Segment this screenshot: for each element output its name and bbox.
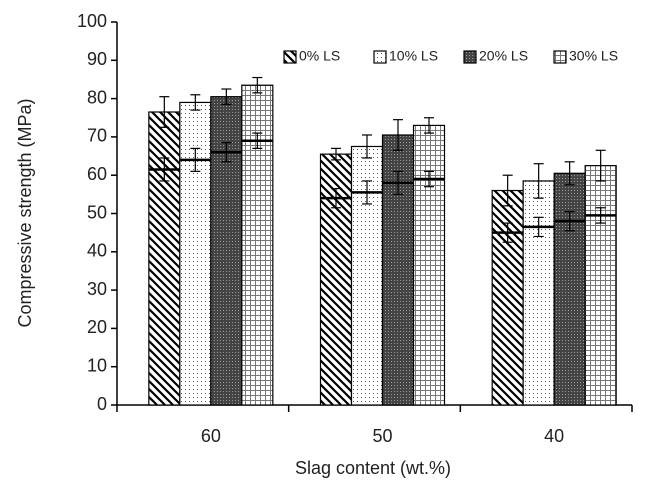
bar xyxy=(148,111,181,406)
inner-error-bar xyxy=(424,170,434,188)
inner-error-bar xyxy=(159,157,170,182)
legend-swatch xyxy=(373,50,387,64)
error-bar xyxy=(393,119,403,151)
x-tick-label: 60 xyxy=(201,426,221,446)
y-tick-label: 100 xyxy=(77,11,107,31)
error-bar xyxy=(362,134,372,159)
error-bar xyxy=(424,117,434,134)
y-tick-label: 60 xyxy=(87,164,107,184)
inner-error-bar xyxy=(362,180,372,205)
inner-error-bar xyxy=(533,216,544,238)
y-tick-label: 0 xyxy=(97,394,107,414)
inner-error-bar xyxy=(252,132,263,149)
y-tick-label: 90 xyxy=(87,49,107,69)
inner-error-bar xyxy=(564,210,575,232)
y-tick-label: 30 xyxy=(87,279,107,299)
error-bar xyxy=(533,163,544,199)
y-tick-label: 70 xyxy=(87,126,107,146)
y-tick-label: 50 xyxy=(87,202,107,222)
error-bar xyxy=(502,174,513,207)
x-tick-label: 50 xyxy=(372,426,392,446)
inner-error-bar xyxy=(221,142,232,163)
legend-label: 20% LS xyxy=(479,48,528,64)
bar xyxy=(350,145,384,406)
error-bar xyxy=(252,76,263,94)
bar xyxy=(522,180,555,406)
inner-error-bar xyxy=(190,147,201,172)
x-tick-label: 40 xyxy=(544,426,564,446)
inner-error-bar xyxy=(393,170,403,195)
y-tick-label: 80 xyxy=(87,87,107,107)
legend-swatch xyxy=(553,50,567,64)
inner-error-bar xyxy=(331,188,341,209)
bar xyxy=(553,172,586,406)
error-bar xyxy=(331,147,341,161)
error-bar xyxy=(595,149,606,182)
legend-swatch xyxy=(463,50,477,64)
y-tick-label: 40 xyxy=(87,241,107,261)
x-axis-label: Slag content (wt.%) xyxy=(295,458,451,478)
error-bar xyxy=(221,88,232,105)
legend-label: 30% LS xyxy=(569,48,618,64)
y-tick-label: 20 xyxy=(87,317,107,337)
legend-swatch xyxy=(283,50,297,64)
inner-error-bar xyxy=(502,222,513,243)
legend-label: 0% LS xyxy=(299,48,340,64)
inner-error-bar xyxy=(595,207,606,224)
y-tick-label: 10 xyxy=(87,355,107,375)
error-bar xyxy=(190,94,201,111)
y-axis-label: Compressive strength (MPa) xyxy=(15,98,35,327)
error-bar xyxy=(159,96,170,128)
bar xyxy=(584,165,617,406)
legend-label: 10% LS xyxy=(389,48,438,64)
error-bar xyxy=(564,161,575,186)
bar xyxy=(412,124,446,406)
